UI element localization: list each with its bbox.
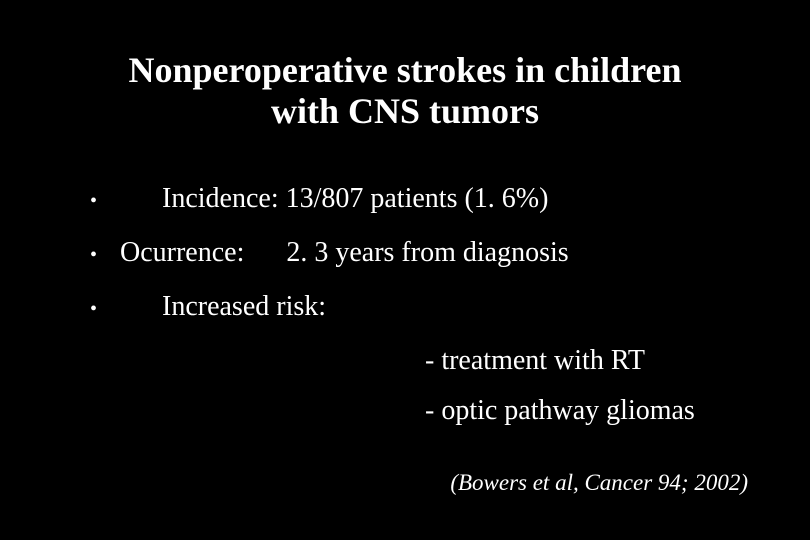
bullet-item-risk: • Increased risk: xyxy=(90,293,750,321)
bullet-item-occurrence: • Ocurrence: 2. 3 years from diagnosis xyxy=(90,239,750,267)
bullet-label: Increased risk: xyxy=(120,293,326,321)
title-line-2: with CNS tumors xyxy=(271,91,539,131)
bullet-value: 13/807 patients (1. 6%) xyxy=(286,185,549,213)
sub-item-rt: - treatment with RT xyxy=(425,347,750,375)
bullet-value: 2. 3 years from diagnosis xyxy=(286,239,568,267)
bullet-item-incidence: • Incidence: 13/807 patients (1. 6%) xyxy=(90,185,750,213)
bullet-marker: • xyxy=(90,299,120,319)
bullet-label: Incidence: xyxy=(120,185,286,213)
bullet-marker: • xyxy=(90,191,120,211)
sub-item-gliomas: - optic pathway gliomas xyxy=(425,397,750,425)
bullet-marker: • xyxy=(90,245,120,265)
slide: Nonperoperative strokes in children with… xyxy=(0,0,810,540)
title-line-1: Nonperoperative strokes in children xyxy=(128,50,681,90)
bullet-label: Ocurrence: xyxy=(120,239,286,267)
slide-title: Nonperoperative strokes in children with… xyxy=(0,50,810,133)
citation: (Bowers et al, Cancer 94; 2002) xyxy=(450,470,748,496)
bullet-list: • Incidence: 13/807 patients (1. 6%) • O… xyxy=(90,185,750,447)
